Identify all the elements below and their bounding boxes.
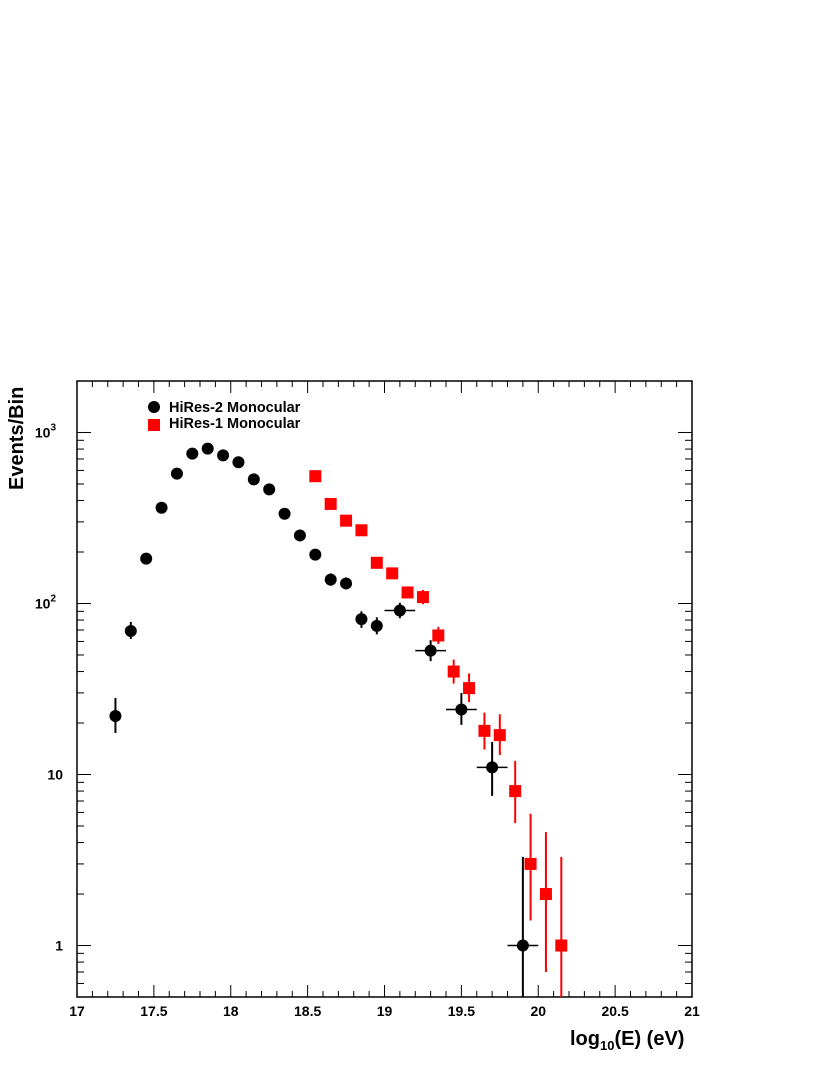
- data-point-hires2: [170, 467, 183, 480]
- x-tick-label: 21: [684, 1003, 700, 1019]
- data-point-hires1: [309, 470, 322, 483]
- data-point-hires2: [263, 483, 276, 496]
- data-point-hires1: [463, 682, 476, 695]
- data-point-hires1: [355, 524, 368, 537]
- data-point-hires2: [201, 442, 214, 455]
- data-point-hires2: [324, 573, 337, 586]
- data-point-hires2: [355, 613, 368, 626]
- x-tick-label: 18: [223, 1003, 239, 1019]
- x-tick-label: 17: [69, 1003, 85, 1019]
- x-tick-label: 20.5: [602, 1003, 629, 1019]
- data-point-hires1: [416, 591, 429, 604]
- x-tick-labels: 17 17.5 18 18.5 19 19.5 20 20.5 21: [69, 1003, 700, 1019]
- data-point-hires1: [340, 514, 353, 527]
- data-point-hires1: [493, 729, 506, 742]
- legend-marker-hires2: [148, 401, 160, 413]
- data-point-hires2: [140, 552, 153, 565]
- data-point-hires2: [309, 548, 322, 561]
- data-point-hires1: [401, 586, 414, 599]
- data-point-hires1: [539, 888, 552, 901]
- data-point-hires2: [247, 473, 260, 486]
- y-tick-label-base: 10: [35, 424, 51, 440]
- y-tick-label: 103: [35, 422, 57, 440]
- data-point-hires1: [432, 629, 445, 642]
- data-point-hires2: [109, 709, 122, 722]
- y-tick-label-exponent: 2: [50, 593, 56, 604]
- legend-label-hires2: HiRes-2 Monocular: [169, 400, 301, 416]
- axis-ticks: [76, 380, 693, 998]
- data-point-hires1: [447, 665, 460, 678]
- x-tick-label: 17.5: [140, 1003, 167, 1019]
- data-point-hires1: [386, 567, 399, 580]
- data-point-hires2: [370, 619, 383, 632]
- data-point-hires2: [455, 703, 468, 716]
- data-point-hires1: [509, 785, 522, 798]
- data-point-hires2: [486, 761, 499, 774]
- y-tick-label: 1: [55, 938, 63, 954]
- x-tick-label: 19.5: [448, 1003, 475, 1019]
- data-point-hires2: [293, 529, 306, 542]
- data-point-hires2: [155, 501, 168, 514]
- x-axis-title-rest: (E) (eV): [614, 1028, 684, 1050]
- data-point-hires2: [516, 939, 529, 952]
- data-point-hires2: [232, 456, 245, 469]
- error-bars: [114, 573, 563, 997]
- data-point-hires1: [478, 724, 491, 737]
- data-point-hires1: [324, 497, 337, 510]
- x-axis-title: log10(E) (eV): [570, 1028, 684, 1053]
- y-tick-label: 10: [47, 767, 63, 783]
- data-point-hires2: [124, 625, 137, 638]
- data-point-hires2: [340, 577, 353, 590]
- legend: HiRes-2 Monocular HiRes-1 Monocular: [148, 400, 301, 432]
- plot-frame: [76, 380, 693, 998]
- data-point-hires1: [524, 857, 537, 870]
- legend-label-hires1: HiRes-1 Monocular: [169, 416, 301, 432]
- data-point-hires2: [393, 604, 406, 617]
- x-axis-title-base: log: [570, 1028, 600, 1050]
- data-markers: [109, 442, 568, 952]
- data-point-hires2: [278, 507, 291, 520]
- data-point-hires1: [555, 939, 568, 952]
- y-tick-label-exponent: 3: [50, 422, 56, 433]
- x-tick-label: 20: [530, 1003, 546, 1019]
- x-tick-label: 18.5: [294, 1003, 321, 1019]
- legend-marker-hires1: [148, 419, 160, 431]
- y-axis-title: Events/Bin: [6, 387, 28, 490]
- data-point-hires2: [186, 447, 199, 460]
- data-point-hires2: [217, 449, 230, 462]
- x-tick-label: 19: [377, 1003, 393, 1019]
- data-point-hires1: [370, 556, 383, 569]
- x-axis-title-subscript: 10: [600, 1038, 614, 1053]
- data-point-hires2: [424, 644, 437, 657]
- y-tick-label: 102: [35, 593, 57, 611]
- y-tick-label-base: 10: [47, 767, 63, 783]
- y-tick-label-base: 1: [55, 938, 63, 954]
- y-tick-label-base: 10: [35, 595, 51, 611]
